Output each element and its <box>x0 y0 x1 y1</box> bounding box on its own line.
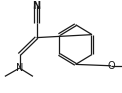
Text: N: N <box>16 63 23 73</box>
Text: O: O <box>107 61 115 71</box>
Text: N: N <box>33 1 41 11</box>
